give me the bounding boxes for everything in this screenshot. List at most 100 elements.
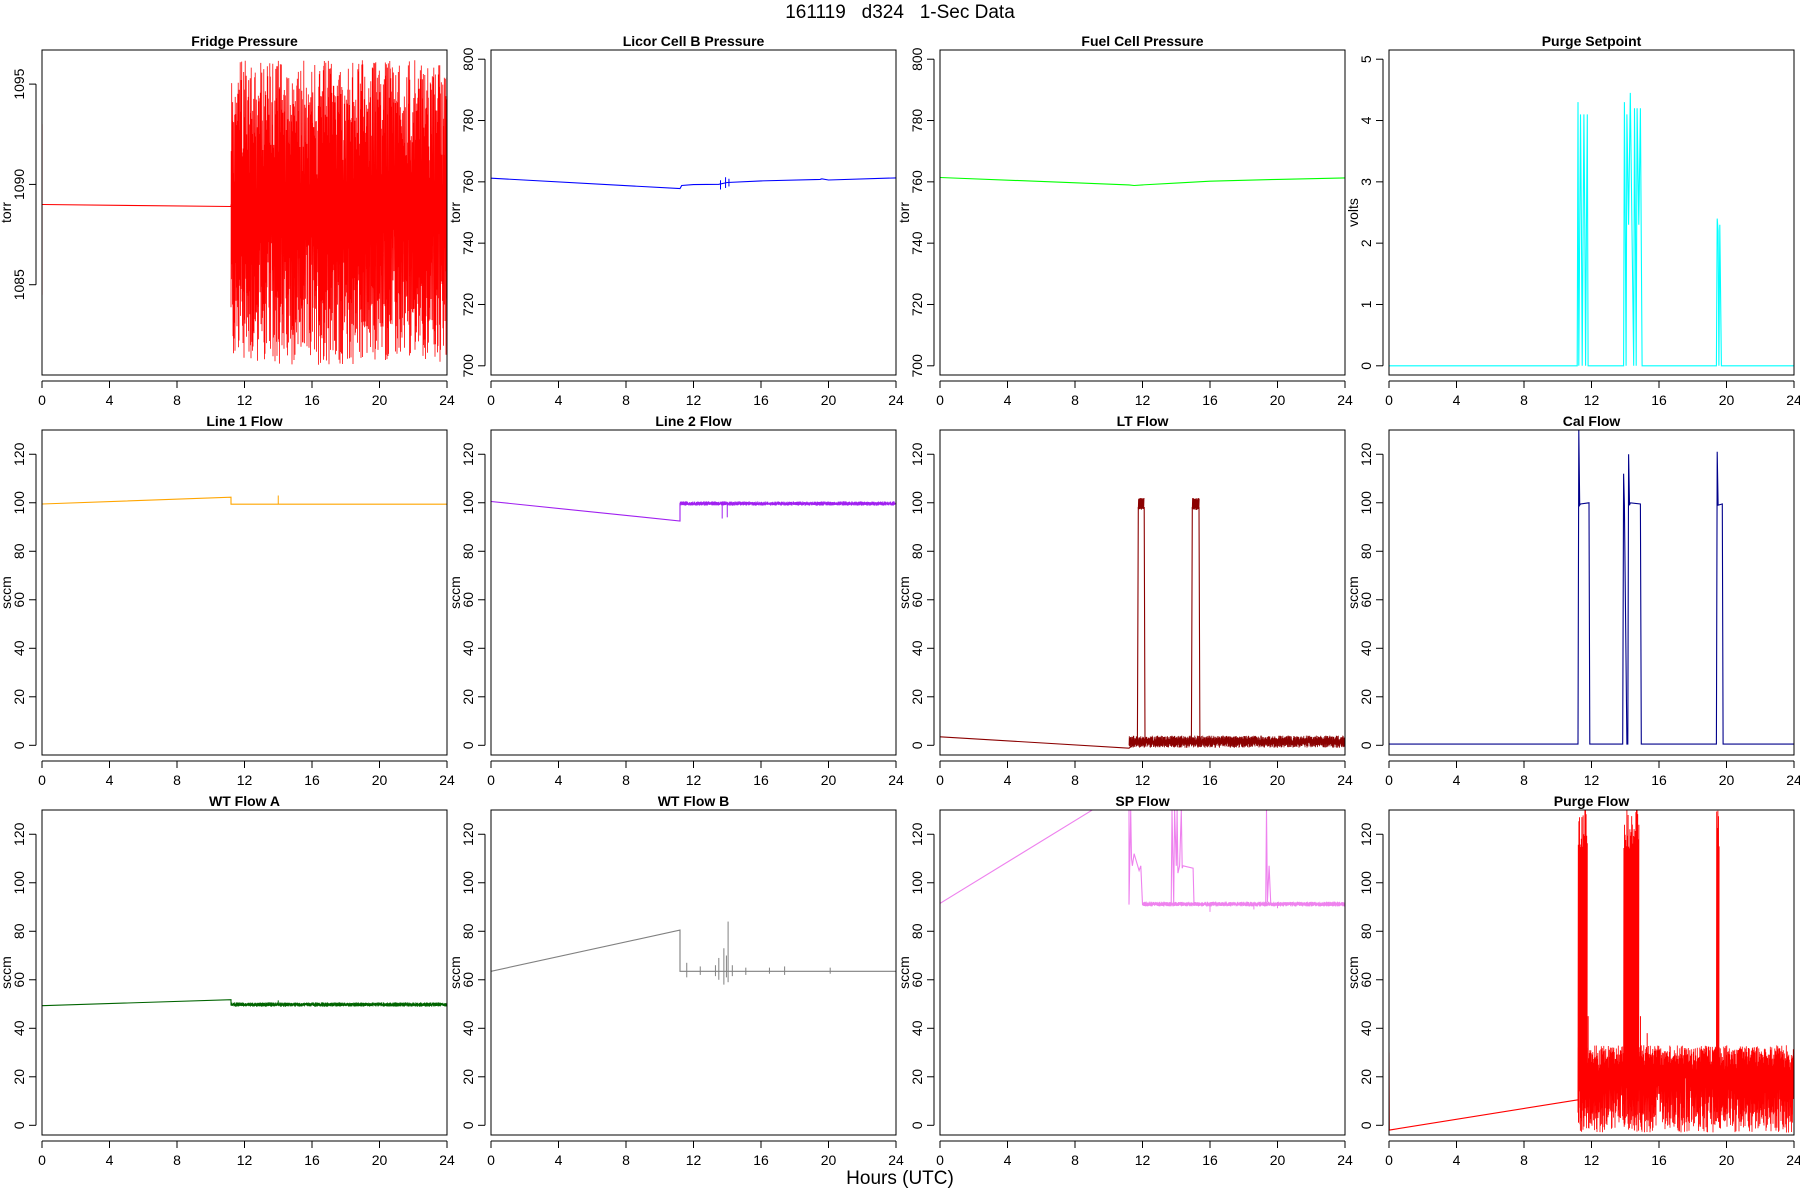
plot-frame — [41, 49, 448, 376]
panel-title: WT Flow A — [209, 793, 280, 809]
y-tick-label: 760 — [909, 170, 925, 194]
y-tick-label: 60 — [909, 592, 925, 608]
panel-title: LT Flow — [1117, 413, 1169, 429]
y-axis-label: torr — [447, 202, 463, 223]
y-tick-label: 0 — [909, 1121, 925, 1129]
y-axis-label: sccm — [447, 956, 463, 989]
y-tick-label: 0 — [11, 741, 27, 749]
data-dense-band — [1191, 497, 1200, 511]
x-tick-label: 12 — [1584, 1152, 1600, 1168]
panel-title: Licor Cell B Pressure — [623, 33, 765, 49]
plot-frame — [41, 429, 448, 756]
plot-frame — [1388, 429, 1795, 756]
y-axis-label: torr — [0, 202, 14, 223]
y-tick-label: 40 — [909, 1020, 925, 1036]
panel-3: Fuel Cell Pressure 0 4 8 12 16 20 24 700 720 740 76… — [896, 33, 1353, 408]
x-tick-label: 16 — [753, 392, 769, 408]
y-tick-label: 40 — [11, 1020, 27, 1036]
x-tick-label: 8 — [622, 772, 630, 788]
y-tick-label: 1090 — [11, 169, 27, 200]
y-tick-label: 720 — [460, 293, 476, 317]
y-tick-label: 700 — [460, 354, 476, 378]
x-tick-label: 16 — [304, 392, 320, 408]
x-tick-label: 20 — [821, 1152, 837, 1168]
x-tick-label: 4 — [555, 392, 563, 408]
y-tick-label: 1095 — [11, 68, 27, 99]
x-tick-label: 12 — [686, 772, 702, 788]
x-tick-label: 20 — [372, 1152, 388, 1168]
y-tick-label: 40 — [909, 640, 925, 656]
x-tick-label: 8 — [1520, 392, 1528, 408]
plot-frame — [490, 49, 897, 376]
x-tick-label: 24 — [1337, 1152, 1353, 1168]
data-series-line — [1389, 92, 1794, 367]
x-tick-label: 12 — [1584, 772, 1600, 788]
x-tick-label: 4 — [555, 772, 563, 788]
x-tick-label: 4 — [1004, 392, 1012, 408]
x-tick-label: 0 — [936, 392, 944, 408]
y-tick-label: 80 — [11, 923, 27, 939]
y-tick-label: 40 — [11, 640, 27, 656]
x-tick-label: 20 — [1270, 1152, 1286, 1168]
y-tick-label: 2 — [1358, 239, 1374, 247]
y-tick-label: 80 — [909, 543, 925, 559]
y-tick-label: 100 — [909, 491, 925, 515]
panel-5: Line 1 Flow 0 4 8 12 16 20 24 0 20 40 60 80 100 120 scc… — [0, 413, 455, 788]
data-series-line — [42, 999, 447, 1007]
y-tick-label: 60 — [460, 592, 476, 608]
y-tick-label: 80 — [460, 923, 476, 939]
y-axis-label: sccm — [447, 576, 463, 609]
y-tick-label: 20 — [1358, 689, 1374, 705]
plot-area — [42, 495, 447, 505]
x-tick-label: 24 — [439, 392, 455, 408]
panel-title: Line 1 Flow — [206, 413, 282, 429]
y-tick-label: 4 — [1358, 116, 1374, 124]
x-tick-label: 4 — [1453, 1152, 1461, 1168]
y-tick-label: 40 — [460, 1020, 476, 1036]
x-tick-label: 8 — [1071, 1152, 1079, 1168]
y-tick-label: 780 — [460, 109, 476, 133]
panel-title: Purge Setpoint — [1542, 33, 1642, 49]
data-noise-band — [1577, 1045, 1794, 1133]
x-tick-label: 16 — [1651, 392, 1667, 408]
plot-area — [42, 999, 447, 1007]
panel-title: Fridge Pressure — [191, 33, 298, 49]
y-tick-label: 20 — [460, 1069, 476, 1085]
data-series-line — [42, 124, 232, 295]
plot-frame — [939, 49, 1346, 376]
y-tick-label: 20 — [1358, 1069, 1374, 1085]
y-tick-label: 800 — [460, 47, 476, 71]
panel-6: Line 2 Flow 0 4 8 12 16 20 24 0 20 40 60 80 100 120 scc… — [447, 413, 904, 788]
panel-2: Licor Cell B Pressure 0 4 8 12 16 20 24 700 720 74… — [447, 33, 904, 408]
y-tick-label: 0 — [460, 741, 476, 749]
data-series-line — [940, 810, 1345, 906]
y-tick-label: 5 — [1358, 55, 1374, 63]
y-tick-label: 120 — [11, 442, 27, 466]
y-axis-label: sccm — [0, 956, 14, 989]
y-axis-label: torr — [896, 202, 912, 223]
data-series-line — [940, 507, 1345, 749]
x-tick-label: 12 — [686, 1152, 702, 1168]
y-tick-label: 120 — [1358, 822, 1374, 846]
y-tick-label: 3 — [1358, 178, 1374, 186]
y-tick-label: 760 — [460, 170, 476, 194]
data-dense-band — [1577, 810, 1588, 1132]
x-tick-label: 4 — [1453, 772, 1461, 788]
y-tick-label: 120 — [11, 822, 27, 846]
plot-area — [940, 810, 1345, 912]
x-tick-label: 16 — [1202, 772, 1218, 788]
y-axis-label: sccm — [0, 576, 14, 609]
y-tick-label: 0 — [1358, 362, 1374, 370]
x-tick-label: 0 — [936, 1152, 944, 1168]
data-series-line — [491, 929, 896, 972]
panel-12: Purge Flow 0 4 8 12 16 20 24 0 20 40 60 80 100 120 sccm — [1345, 793, 1800, 1168]
y-tick-label: 0 — [11, 1121, 27, 1129]
y-tick-label: 700 — [909, 354, 925, 378]
x-tick-label: 16 — [1651, 772, 1667, 788]
data-series-line — [1389, 430, 1794, 745]
y-axis-label: volts — [1345, 198, 1361, 227]
y-tick-label: 100 — [11, 871, 27, 895]
x-tick-label: 4 — [106, 392, 114, 408]
data-dense-band — [1623, 810, 1640, 1131]
